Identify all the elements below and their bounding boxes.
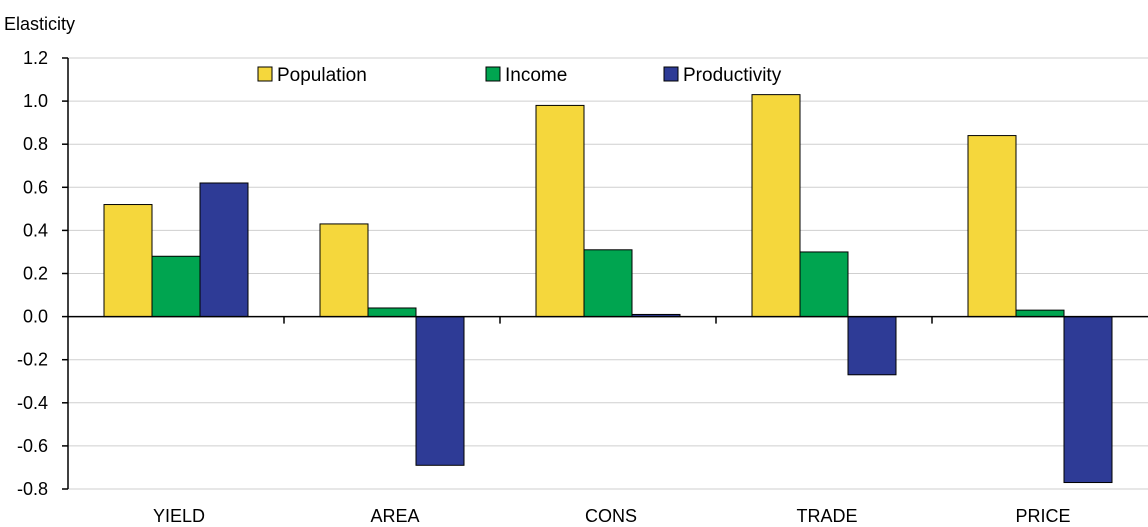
x-category-label: AREA xyxy=(370,506,419,526)
y-tick-label: 0.2 xyxy=(23,264,48,284)
x-category-label: YIELD xyxy=(153,506,205,526)
axes xyxy=(62,57,1148,490)
y-tick-label: 1.0 xyxy=(23,91,48,111)
x-category-label: PRICE xyxy=(1015,506,1070,526)
bar-income-area xyxy=(367,307,417,318)
legend: Population Income Productivity xyxy=(257,65,782,86)
bars xyxy=(103,94,1113,484)
y-tick-label: 0.4 xyxy=(23,220,48,240)
bar-productivity-price xyxy=(1063,316,1113,484)
y-tick-label: 1.2 xyxy=(23,48,48,68)
y-tick-label: 0.0 xyxy=(23,307,48,327)
bar-productivity-trade xyxy=(847,316,897,376)
bar-productivity-area xyxy=(415,316,465,466)
y-tick-label: -0.4 xyxy=(17,393,48,413)
x-category-label: CONS xyxy=(585,506,637,526)
tick-labels: 1.2 1.0 0.8 0.6 0.4 0.2 0.0 -0.2 -0.4 -0.6 -0.8 YIE… xyxy=(17,48,1071,526)
legend-swatch-income xyxy=(485,66,501,82)
x-category-label: TRADE xyxy=(796,506,857,526)
y-axis-title: Elasticity xyxy=(4,14,75,34)
y-tick-label: 0.8 xyxy=(23,134,48,154)
bar-income-trade xyxy=(799,251,849,318)
y-tick-label: -0.2 xyxy=(17,350,48,370)
legend-label-productivity: Productivity xyxy=(683,65,782,86)
legend-label-population: Population xyxy=(277,65,367,86)
y-tick-label: 0.6 xyxy=(23,177,48,197)
bar-income-price xyxy=(1015,309,1065,318)
y-tick-label: -0.8 xyxy=(17,479,48,499)
bar-income-yield xyxy=(151,255,201,318)
bar-population-area xyxy=(319,223,369,318)
bar-population-yield xyxy=(103,204,153,318)
bar-population-price xyxy=(967,135,1017,318)
legend-swatch-productivity xyxy=(663,66,679,82)
y-tick-label: -0.6 xyxy=(17,436,48,456)
legend-label-income: Income xyxy=(505,65,567,86)
bar-productivity-yield xyxy=(199,182,249,318)
legend-swatch-population xyxy=(257,66,273,82)
bar-income-cons xyxy=(583,249,633,318)
bar-population-trade xyxy=(751,94,801,318)
bar-population-cons xyxy=(535,104,585,318)
